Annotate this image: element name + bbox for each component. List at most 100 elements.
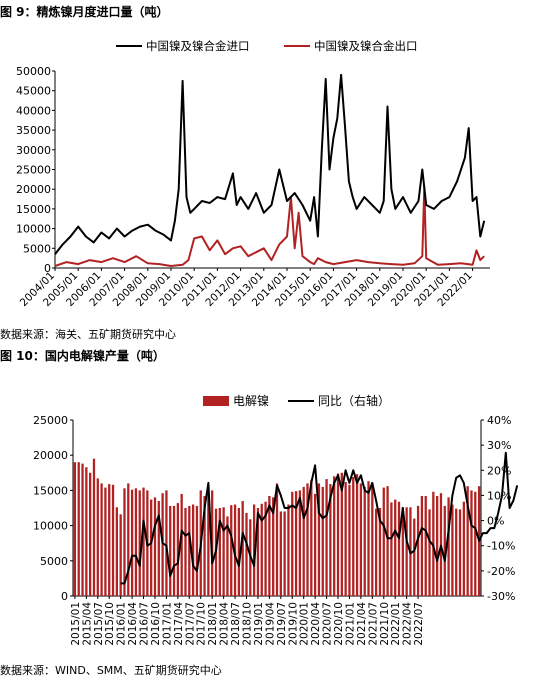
chart2-x-tick-label: 2018/01 [207, 602, 219, 646]
export-series-line [54, 186, 485, 267]
chart1-y-tick-label: 20000 [16, 183, 51, 196]
chart2-x-tick-label: 2022/07 [413, 602, 425, 646]
production-bar [138, 490, 141, 596]
chart2-x-tick-label: 2016/01 [116, 602, 128, 646]
chart2-right-tick-label: -20% [487, 565, 515, 578]
production-bar [306, 483, 309, 596]
chart2-left-tick-label: 25000 [33, 414, 68, 427]
production-bar [111, 484, 115, 596]
production-bar [378, 508, 382, 596]
production-bar [458, 509, 462, 596]
production-bar [275, 483, 279, 596]
production-bar [291, 491, 294, 596]
figure9-title: 图 9：精炼镍月度进口量（吨） [0, 5, 169, 19]
chart1-y-tick-label: 50000 [16, 65, 51, 78]
legend-import-label: 中国镍及镍合金进口 [146, 39, 250, 53]
production-bar [451, 504, 454, 596]
production-bar [294, 491, 298, 596]
production-bar [333, 476, 336, 596]
production-bar [222, 507, 225, 596]
production-bar [256, 508, 260, 596]
chart1-y-tick-label: 5000 [23, 242, 51, 255]
chart2-x-tick-label: 2017/07 [184, 602, 196, 646]
chart2-x-tick-label: 2015/01 [70, 602, 82, 646]
chart2-x-tick-label: 2021/07 [367, 602, 379, 646]
production-bar [96, 478, 99, 596]
figure10-title: 图 10：国内电解镍产量（吨） [0, 349, 165, 363]
chart1-legend: 中国镍及镍合金进口 中国镍及镍合金出口 [116, 39, 418, 53]
chart2-left-tick-label: 10000 [33, 520, 68, 533]
production-bar [401, 507, 404, 596]
chart2-x-tick-label: 2017/01 [161, 602, 173, 646]
import-series-line [54, 73, 486, 255]
production-bar [268, 496, 271, 596]
production-bar [218, 508, 221, 596]
production-bar [195, 505, 199, 596]
chart2-right-tick-label: -30% [487, 590, 515, 603]
production-bar [123, 488, 126, 596]
legend-production-swatch [203, 396, 229, 406]
production-bar [81, 463, 84, 596]
legend-yoy-label: 同比（右轴） [318, 393, 390, 408]
chart2-left-tick-label: 5000 [40, 555, 68, 568]
production-bar [252, 504, 256, 596]
production-bar [432, 491, 435, 596]
production-bar [233, 504, 237, 596]
production-bar [172, 505, 176, 596]
chart2-x-tick-label: 2019/07 [276, 602, 288, 646]
production-bar [100, 483, 103, 596]
chart2-x-tick-label: 2020/10 [333, 602, 345, 646]
production-bar [367, 481, 370, 596]
production-bar [237, 508, 241, 596]
production-bar [279, 511, 282, 596]
production-bar [352, 477, 355, 596]
production-bar [127, 483, 130, 596]
chart2-left-tick-label: 0 [61, 590, 68, 603]
production-bar [462, 501, 465, 596]
production-bar [119, 514, 122, 596]
production-bar [241, 501, 244, 596]
production-bar [142, 487, 145, 596]
production-bar [344, 482, 347, 596]
production-bar [310, 479, 313, 596]
production-bar [428, 509, 431, 596]
production-bar [73, 462, 77, 596]
production-bar [108, 484, 111, 596]
production-bar [424, 496, 427, 596]
production-bar [313, 493, 317, 596]
production-bar [413, 518, 416, 596]
production-bar [260, 503, 263, 596]
production-bar [420, 496, 424, 596]
production-bar [150, 499, 153, 596]
production-bar [188, 505, 191, 596]
production-bar [371, 482, 374, 596]
nickel-production-chart: 电解镍 同比（右轴） 0 5000 10000 15000 20000 25000 -30%… [33, 393, 519, 646]
production-bar [77, 462, 80, 596]
chart1-y-tick-label: 30000 [16, 144, 51, 157]
chart1-y-tick-label: 45000 [16, 85, 51, 98]
production-bar [153, 497, 157, 596]
production-bar [397, 501, 401, 596]
chart2-x-tick-label: 2021/10 [379, 602, 391, 646]
production-bar [394, 499, 397, 596]
production-bar [359, 483, 363, 596]
production-bar [230, 505, 233, 596]
production-bar [272, 497, 275, 596]
production-bar [405, 507, 408, 596]
production-bar [340, 472, 343, 596]
production-bar [298, 490, 302, 596]
production-bar [329, 484, 332, 596]
production-bar [191, 504, 195, 596]
chart1-y-tick-label: 10000 [16, 223, 51, 236]
chart2-x-tick-label: 2017/04 [173, 602, 185, 646]
production-bar [447, 497, 450, 596]
production-bar [245, 512, 248, 596]
production-bar [325, 479, 328, 596]
chart2-x-tick-label: 2020/07 [322, 602, 334, 646]
chart2-x-tick-label: 2021/04 [356, 602, 368, 646]
legend-production-label: 电解镍 [233, 394, 269, 408]
chart2-left-tick-label: 15000 [33, 484, 68, 497]
chart1-y-tick-label: 40000 [16, 104, 51, 117]
legend-export-label: 中国镍及镍合金出口 [314, 39, 418, 53]
production-bar [184, 508, 187, 596]
